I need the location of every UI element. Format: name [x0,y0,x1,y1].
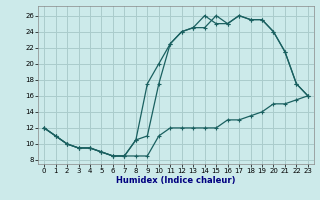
X-axis label: Humidex (Indice chaleur): Humidex (Indice chaleur) [116,176,236,185]
